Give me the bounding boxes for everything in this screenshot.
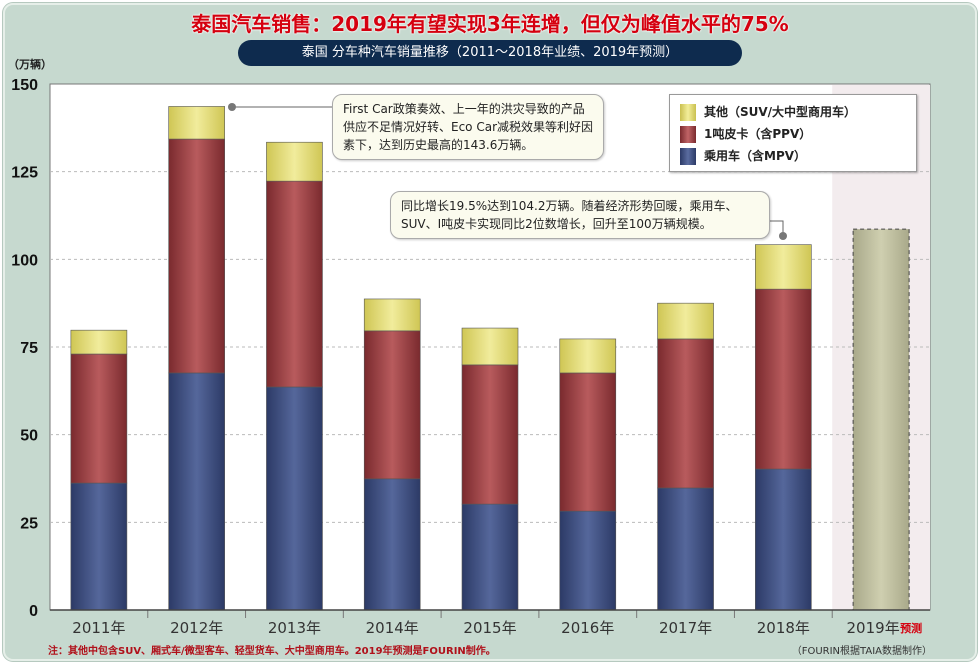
legend-item-pickup: 1吨皮卡（含PPV） — [680, 125, 811, 143]
bar-segment — [657, 338, 714, 489]
bar-segment — [657, 302, 714, 340]
y-tick-label: 100 — [11, 252, 38, 269]
bar-segment — [363, 298, 421, 332]
x-tick-label: 2016年 — [561, 619, 614, 637]
x-tick-label: 2018年 — [757, 619, 810, 637]
x-tick-label: 2017年 — [659, 619, 712, 637]
forecast-label: 预测 — [900, 621, 922, 635]
bar-segment — [363, 330, 421, 480]
bar-segment — [168, 372, 225, 611]
y-tick-label: 150 — [11, 77, 38, 94]
x-tick-label: 2014年 — [366, 619, 419, 637]
legend: 其他（SUV/大中型商用车） 1吨皮卡（含PPV） 乘用车（含MPV） — [669, 94, 917, 172]
legend-swatch — [680, 104, 696, 121]
bar-segment — [559, 510, 617, 611]
x-tick-label: 2013年 — [268, 619, 321, 637]
footnote: 注：其他中包含SUV、厢式车/微型客车、轻型货车、大中型商用车。2019年预测是… — [48, 646, 496, 657]
source-note: （FOURIN根据TAIA数据制作） — [791, 646, 932, 657]
y-tick-label: 0 — [29, 603, 38, 620]
y-tick-label: 25 — [20, 515, 38, 532]
bar-segment — [168, 106, 225, 140]
bar-segment — [70, 329, 128, 355]
legend-swatch — [680, 148, 696, 165]
x-tick-label: 2012年 — [170, 619, 223, 637]
annotation-dot — [779, 232, 787, 240]
x-tick-label: 2015年 — [463, 619, 516, 637]
legend-label: 1吨皮卡（含PPV） — [704, 127, 812, 141]
bar-segment — [657, 487, 714, 611]
annotation-dot — [228, 103, 236, 111]
x-tick-label: 2019年 — [847, 619, 900, 637]
legend-item-other: 其他（SUV/大中型商用车） — [680, 103, 856, 121]
bar-segment — [266, 386, 323, 611]
legend-item-passenger: 乘用车（含MPV） — [680, 147, 806, 165]
legend-label: 乘用车（含MPV） — [704, 149, 807, 163]
chart-subtitle: 泰国 分车种汽车销量推移（2011～2018年业绩、2019年预测） — [238, 40, 742, 66]
chart-title: 泰国汽车销售：2019年有望实现3年连增，但仅为峰值水平的75% — [191, 12, 789, 36]
bar-segment — [461, 327, 519, 366]
bar-segment — [755, 468, 812, 611]
y-axis-unit: （万辆） — [8, 58, 52, 71]
bar-segment — [559, 372, 617, 512]
bar-segment — [266, 180, 323, 388]
legend-label: 其他（SUV/大中型商用车） — [704, 105, 857, 119]
bar-segment — [461, 364, 519, 505]
bar-segment — [461, 503, 519, 611]
forecast-bar — [852, 228, 910, 611]
bar-segment — [266, 141, 323, 182]
y-tick-label: 125 — [11, 165, 38, 182]
y-tick-label: 50 — [20, 428, 38, 445]
bar-segment — [559, 338, 617, 374]
y-tick-label: 75 — [20, 340, 38, 357]
bar-segment — [70, 353, 128, 484]
bar-segment — [363, 478, 421, 611]
bar-segment — [168, 138, 225, 374]
annotation-2018: 同比增长19.5%达到104.2万辆。随着经济形势回暖，乘用车、SUV、I吨皮卡… — [390, 191, 770, 239]
x-tick-label: 2011年 — [72, 619, 125, 637]
bar-segment — [755, 288, 812, 470]
legend-swatch — [680, 126, 696, 143]
bar-segment — [755, 244, 812, 290]
bar-segment — [70, 482, 128, 611]
annotation-2012: First Car政策奏效、上一年的洪灾导致的产品供应不足情况好转、Eco Ca… — [332, 94, 604, 160]
